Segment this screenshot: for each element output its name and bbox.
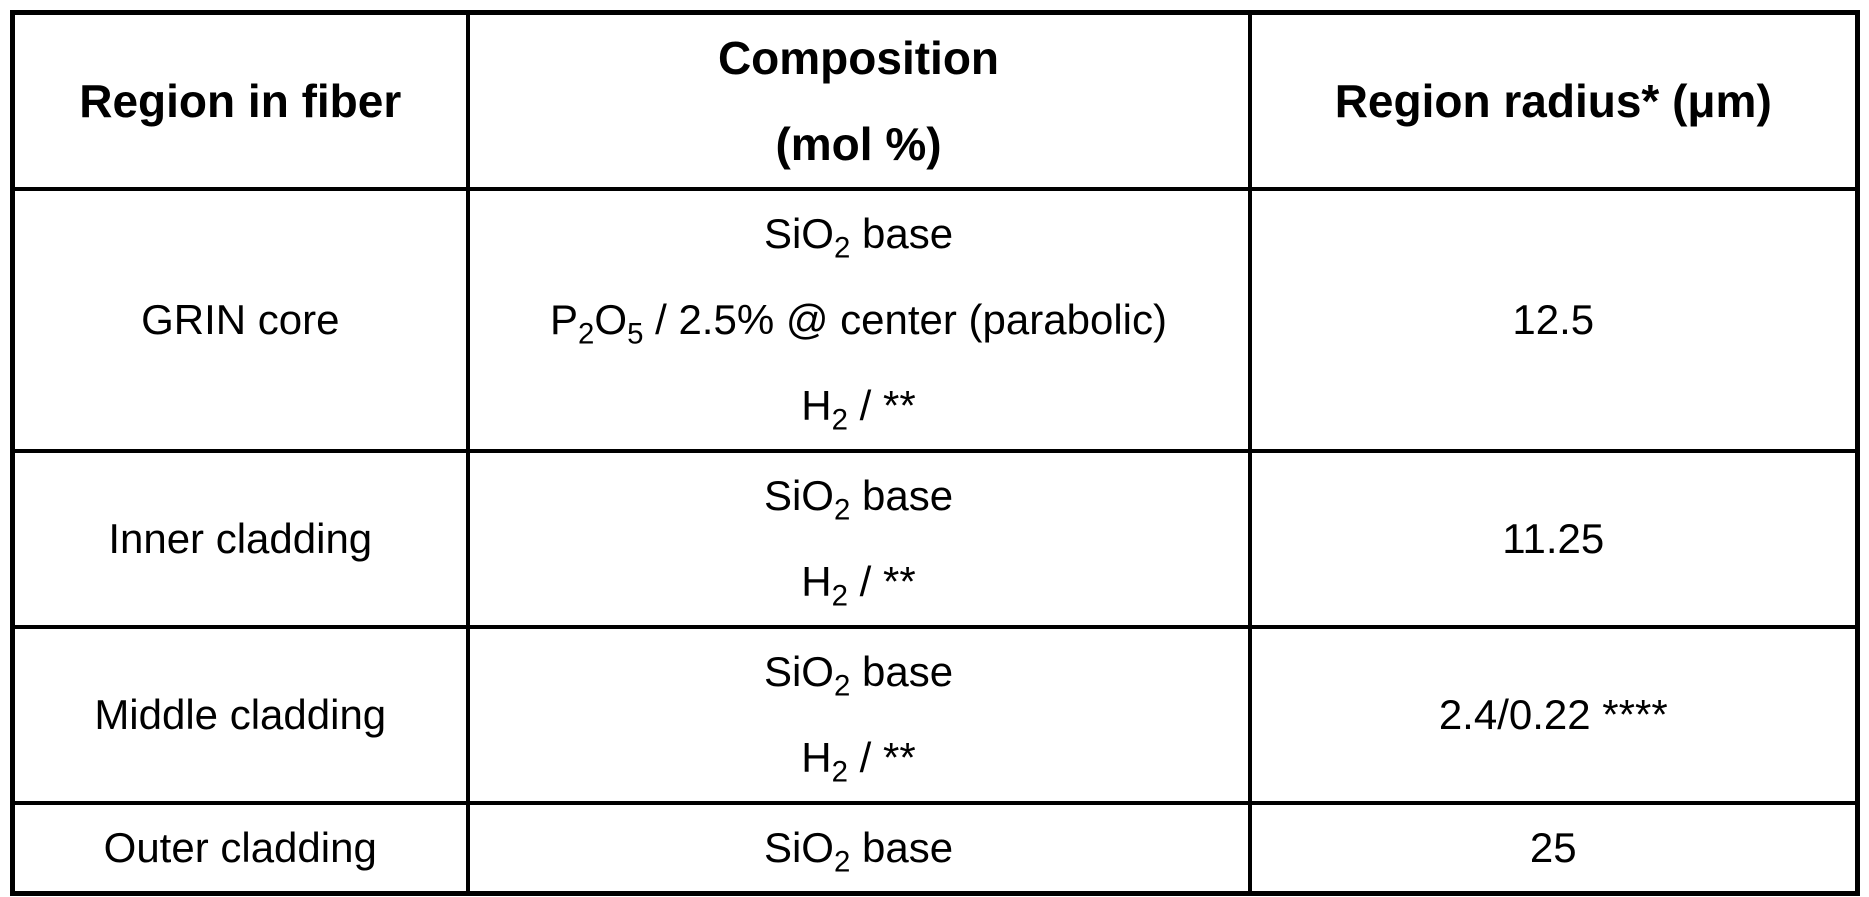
cell-radius: 25 — [1247, 801, 1860, 896]
composition-line: H2 / ** — [801, 382, 916, 437]
table-row: Outer cladding SiO2 base 25 — [10, 801, 1860, 896]
header-region-label: Region in fiber — [79, 75, 402, 127]
cell-composition: SiO2 base H2 / ** — [465, 625, 1252, 805]
cell-radius: 2.4/0.22 **** — [1247, 625, 1860, 805]
composition-line: SiO2 base — [763, 472, 954, 527]
cell-region: Outer cladding — [10, 801, 470, 896]
cell-composition: SiO2 base H2 / ** — [465, 449, 1252, 629]
table-row: Middle cladding SiO2 base H2 / ** 2.4/0.2… — [10, 625, 1860, 805]
cell-region: GRIN core — [10, 187, 470, 453]
composition-line: SiO2 base — [763, 210, 954, 265]
table-row: Inner cladding SiO2 base H2 / ** 11.25 — [10, 449, 1860, 629]
header-radius: Region radius* (μm) — [1247, 10, 1860, 191]
composition-line: P2O5 / 2.5% @ center (parabolic) — [550, 296, 1167, 351]
header-radius-label: Region radius* (μm) — [1334, 75, 1772, 127]
cell-radius: 12.5 — [1247, 187, 1860, 453]
cell-region: Middle cladding — [10, 625, 470, 805]
cell-composition: SiO2 base — [465, 801, 1252, 896]
composition-line: SiO2 base — [763, 648, 954, 703]
fiber-regions-table: Region in fiber Composition (mol %) Regi… — [10, 10, 1860, 896]
header-composition-line2: (mol %) — [775, 118, 942, 170]
cell-composition: SiO2 base P2O5 / 2.5% @ center (parabolic… — [465, 187, 1252, 453]
cell-region: Inner cladding — [10, 449, 470, 629]
header-composition-line1: Composition — [717, 32, 1000, 84]
table-row: GRIN core SiO2 base P2O5 / 2.5% @ center … — [10, 187, 1860, 453]
composition-line: H2 / ** — [801, 558, 916, 613]
header-region: Region in fiber — [10, 10, 470, 191]
composition-line: H2 / ** — [801, 734, 916, 789]
cell-radius: 11.25 — [1247, 449, 1860, 629]
composition-line: SiO2 base — [763, 824, 954, 879]
header-composition: Composition (mol %) — [465, 10, 1252, 191]
header-row: Region in fiber Composition (mol %) Regi… — [10, 10, 1860, 191]
